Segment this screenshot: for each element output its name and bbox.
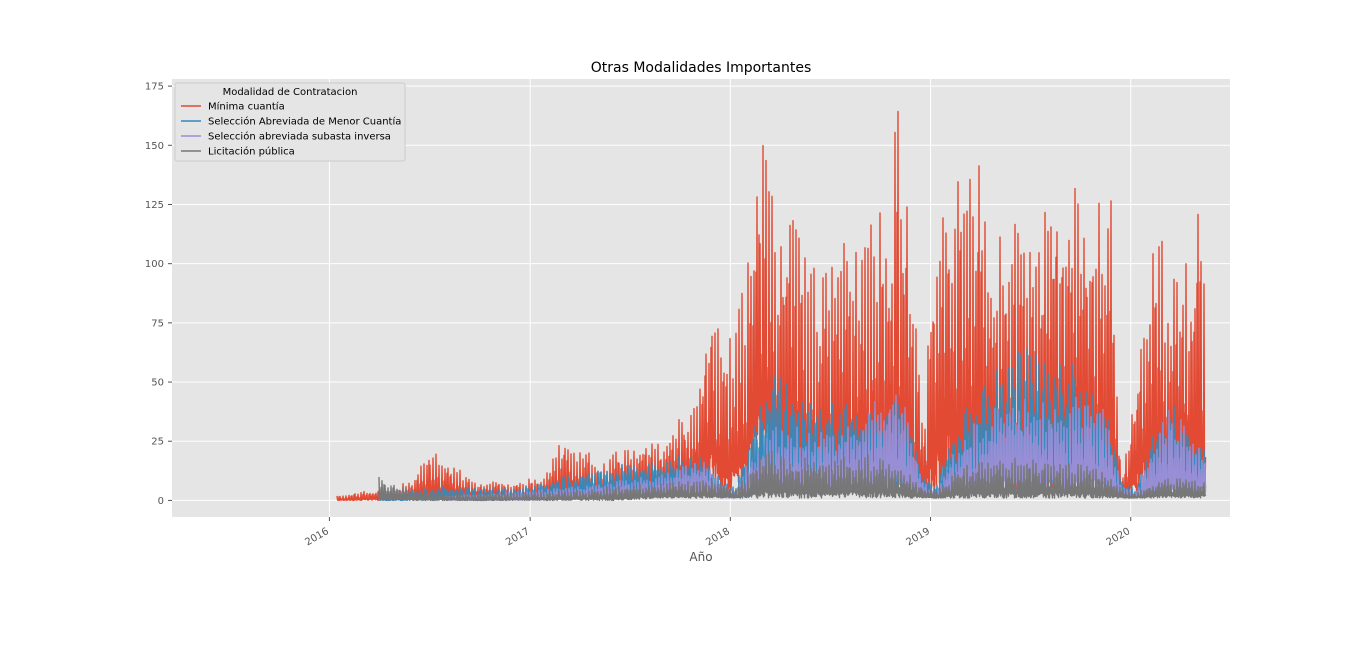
y-tick-label: 0 bbox=[158, 496, 164, 507]
x-tick-label: 2017 bbox=[504, 526, 532, 548]
y-tick-label: 175 bbox=[145, 82, 164, 93]
x-tick-label: 2016 bbox=[303, 526, 331, 548]
chart-title: Otras Modalidades Importantes bbox=[591, 60, 812, 76]
series-line bbox=[378, 450, 1207, 502]
legend-box bbox=[174, 82, 406, 162]
y-tick-label: 125 bbox=[145, 200, 164, 211]
y-tick-label: 50 bbox=[151, 378, 164, 389]
series-layer bbox=[336, 110, 1207, 502]
x-tick-label: 2020 bbox=[1105, 526, 1133, 548]
y-tick-label: 25 bbox=[151, 437, 164, 448]
y-tick-label: 100 bbox=[145, 259, 164, 270]
y-tick-label: 150 bbox=[145, 141, 164, 152]
x-tick-label: 2019 bbox=[904, 526, 932, 548]
legend-label: Selección Abreviada de Menor Cuantía bbox=[208, 116, 401, 128]
x-axis-label: Año bbox=[689, 550, 712, 564]
legend-label: Selección abreviada subasta inversa bbox=[208, 131, 391, 143]
legend-label: Licitación pública bbox=[208, 146, 295, 158]
legend-title: Modalidad de Contratacion bbox=[223, 87, 358, 98]
legend: Modalidad de Contratacion Mínima cuantía… bbox=[174, 82, 406, 162]
x-tick-label: 2018 bbox=[704, 526, 732, 548]
y-tick-label: 75 bbox=[151, 318, 164, 329]
legend-label: Mínima cuantía bbox=[208, 101, 285, 113]
